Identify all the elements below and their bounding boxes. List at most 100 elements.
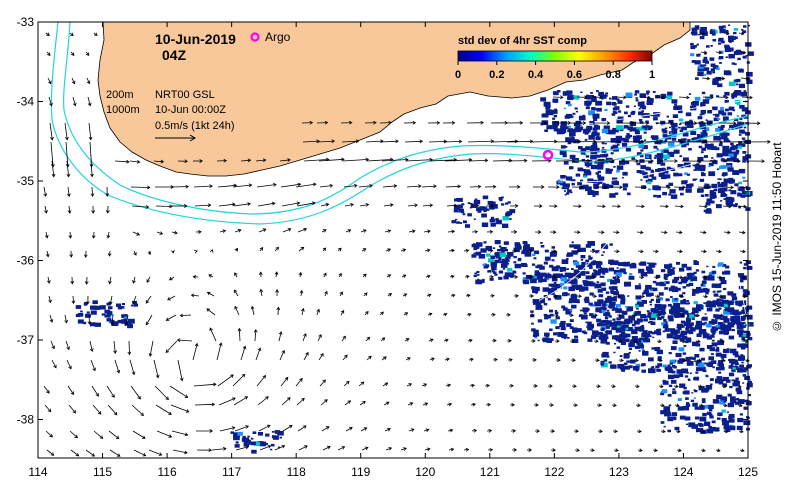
sst-pixel [731,296,738,301]
sst-pixel [597,174,601,178]
current-arrow-head [468,338,473,343]
sst-pixel [722,187,728,192]
sst-pixel [672,279,678,284]
current-arrow-head [508,338,512,343]
current-arrow-head [704,294,709,299]
sst-pixel [250,437,254,440]
sst-pixel [643,174,649,179]
sst-pixel [747,402,752,406]
sst-pixel [663,273,669,278]
sst-pixel [615,304,621,308]
current-arrow-head [598,403,602,408]
sst-pixel [600,306,604,310]
sst-pixel [623,185,627,188]
sst-pixel [663,425,666,428]
sst-pixel [716,346,720,349]
sst-pixel [601,275,605,278]
current-arrow-head [233,289,238,294]
sst-pixel [599,275,603,278]
current-arrow [405,159,433,162]
sst-pixel [562,91,570,96]
sst-pixel [737,330,744,335]
current-arrow [107,404,118,416]
sst-pixel [535,292,538,294]
current-arrow [148,449,162,456]
current-arrow-head [347,400,352,404]
current-arrow-head [639,448,643,453]
current-arrow-head [743,204,747,209]
sst-pixel [595,261,601,265]
sst-pixel [575,328,582,333]
sst-pixel [589,313,594,317]
sst-pixel [619,355,623,357]
current-arrow-head [513,448,518,452]
current-arrow-head [472,402,477,407]
sst-pixel [230,431,234,434]
current-arrow [424,448,430,451]
sst-pixel [730,396,736,401]
current-arrow [132,295,137,305]
sst-pixel [680,330,688,336]
sst-pixel [669,362,673,365]
sst-pixel [731,96,735,99]
sst-pixel [582,286,589,291]
current-arrow-head [767,139,771,144]
sst-pixel [684,121,692,126]
current-arrow-head [85,301,90,305]
sst-pixel [573,244,581,249]
sst-pixel [709,301,716,306]
sst-pixel [574,107,578,110]
current-arrow-head [667,185,671,190]
current-arrow-head [720,313,724,318]
current-arrow-head [529,249,533,253]
sst-pixel [648,330,653,334]
sst-pixel [608,315,612,318]
current-arrow-head [365,203,370,207]
current-arrow-head [363,427,368,431]
current-arrow-head [179,313,184,318]
current-arrow [48,96,52,106]
current-arrow-head [72,102,77,107]
current-arrow [739,51,746,54]
current-arrow [360,427,367,432]
current-arrow-head [322,229,327,233]
sst-pixel [652,287,658,292]
current-arrow-head [68,235,73,239]
current-arrow-head [324,399,328,403]
current-arrow [322,446,331,451]
sst-pixel [586,104,590,107]
current-arrow-head [140,412,144,417]
sst-pixel [747,380,753,384]
sst-pixel [653,145,658,149]
sst-pixel [742,334,747,337]
sst-pixel [678,373,684,377]
sst-pixel [722,145,730,151]
sst-pixel [695,324,702,330]
sst-pixel [669,309,676,314]
sst-pixel [649,300,652,303]
sst-pixel [742,293,748,297]
current-arrow [177,339,193,342]
current-arrow [447,230,455,233]
sst-pixel [638,268,645,274]
sst-pixel [554,108,557,111]
current-arrow-head [703,249,707,254]
sst-pixel [588,179,592,182]
current-arrow [235,446,249,451]
sst-pixel [728,365,733,369]
current-arrow [234,425,249,432]
current-arrow [715,51,722,54]
sst-pixel [729,124,734,129]
current-arrow-head [490,274,494,279]
sst-pixel [610,260,617,265]
current-arrow-head [284,376,289,381]
current-arrow [295,378,303,387]
sst-pixel [594,301,602,307]
current-arrow [68,205,71,214]
current-arrow-head [510,383,514,388]
sst-pixel [709,378,714,381]
current-arrow-head [346,380,350,385]
sst-pixel [732,92,738,96]
current-arrow-head [68,365,72,370]
sst-pixel [720,165,726,169]
